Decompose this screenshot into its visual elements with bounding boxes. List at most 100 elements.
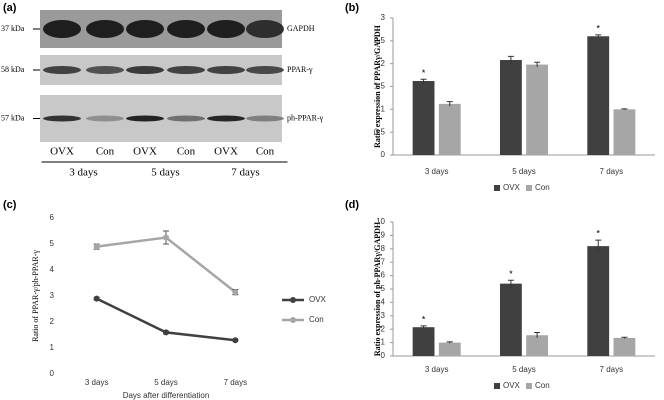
- panel-label: (d): [345, 199, 359, 211]
- legend-swatch: [494, 383, 500, 389]
- group-label: 7 days: [231, 167, 259, 179]
- blot-band: [43, 66, 81, 74]
- y-tick-label: 3: [381, 13, 386, 22]
- x-tick-label: 7 days: [224, 378, 248, 387]
- y-axis-label: Ratio expression of PPARγ/GAPDH: [373, 24, 382, 148]
- y-tick-label: 0.5: [374, 127, 386, 136]
- significance-marker: *: [509, 269, 513, 278]
- y-tick-label: 4: [381, 298, 386, 307]
- x-tick-label: 3 days: [425, 167, 449, 176]
- y-tick-label: 2: [381, 324, 386, 333]
- y-tick-label: 1.5: [374, 82, 386, 91]
- x-tick-label: 3 days: [425, 365, 449, 374]
- panel-label: (b): [345, 2, 359, 14]
- blot-band: [246, 20, 284, 38]
- kda-label: 58 kDa: [1, 65, 25, 74]
- x-tick-label: 7 days: [600, 167, 624, 176]
- bar: [438, 342, 461, 356]
- legend-label: OVX: [503, 183, 521, 192]
- protein-label: ph-PPAR-γ: [287, 113, 324, 122]
- y-tick-label: 3: [381, 311, 386, 320]
- blot-band: [207, 20, 245, 38]
- x-tick-label: 7 days: [600, 365, 624, 374]
- error-bar: [621, 108, 628, 110]
- y-tick-label: 8: [381, 244, 386, 253]
- error-bar: [507, 279, 514, 287]
- y-tick-label: 5: [50, 239, 55, 248]
- blot-band: [126, 66, 164, 74]
- blot-band: [86, 66, 124, 74]
- x-tick-label: 3 days: [85, 378, 109, 387]
- blot-band: [43, 20, 81, 38]
- y-axis-label: Ratio of PPAR-γ/ph-PPAR-γ: [31, 250, 40, 342]
- error-bar: [446, 341, 453, 344]
- legend-swatch: [526, 185, 532, 191]
- error-bar: [621, 336, 628, 339]
- error-bar: [534, 61, 541, 67]
- error-bar: [534, 332, 541, 338]
- error-bar: [420, 325, 427, 329]
- lane-label: Con: [177, 146, 196, 158]
- blot-band: [126, 115, 164, 122]
- y-tick-label: 5: [381, 284, 386, 293]
- bar: [587, 246, 610, 356]
- legend-swatch: [494, 185, 500, 191]
- point: [232, 337, 239, 344]
- significance-marker: *: [597, 24, 601, 33]
- y-tick-label: 10: [376, 217, 385, 226]
- x-tick-label: 5 days: [512, 365, 536, 374]
- protein-label: GAPDH: [287, 24, 315, 33]
- y-tick-label: 2: [381, 59, 386, 68]
- error-bar: [420, 78, 427, 83]
- blot-band: [167, 66, 205, 74]
- y-tick-label: 1: [50, 343, 55, 352]
- legend-marker: [290, 317, 296, 323]
- point: [232, 289, 239, 296]
- significance-marker: *: [597, 229, 601, 238]
- bar: [587, 36, 610, 156]
- group-label: 5 days: [151, 167, 179, 179]
- error-bar: [595, 239, 602, 253]
- legend-marker: [290, 297, 296, 303]
- blot-band: [167, 115, 205, 122]
- y-tick-label: 0: [381, 150, 386, 159]
- legend-label: Con: [535, 381, 550, 390]
- bar: [412, 327, 435, 356]
- error-bar: [446, 101, 453, 107]
- blot-band: [86, 115, 124, 122]
- x-tick-label: 5 days: [154, 378, 178, 387]
- y-tick-label: 1: [381, 104, 386, 113]
- y-tick-label: 0: [50, 369, 55, 378]
- blot-band: [167, 20, 205, 38]
- kda-label: 37 kDa: [1, 24, 25, 33]
- legend-label: OVX: [309, 295, 327, 304]
- y-tick-label: 6: [50, 213, 55, 222]
- legend-label: Con: [309, 315, 324, 324]
- error-bar: [507, 55, 514, 64]
- bar: [499, 283, 522, 356]
- lane-label: OVX: [133, 146, 157, 158]
- blot-band: [126, 20, 164, 38]
- line: [96, 236, 237, 294]
- kda-label: 57 kDa: [1, 113, 25, 122]
- y-tick-label: 3: [50, 291, 55, 300]
- lane-label: OVX: [214, 146, 238, 158]
- y-tick-label: 7: [381, 257, 386, 266]
- lane-label: Con: [96, 146, 115, 158]
- lane-label: Con: [256, 146, 275, 158]
- point: [163, 234, 169, 241]
- point: [93, 295, 100, 302]
- x-tick-label: 5 days: [512, 167, 536, 176]
- bar: [526, 335, 549, 356]
- significance-marker: *: [422, 68, 426, 77]
- protein-label: PPAR-γ: [287, 65, 313, 74]
- panel-label: (a): [3, 2, 17, 14]
- point: [93, 243, 100, 250]
- legend-label: OVX: [503, 381, 521, 390]
- bar: [499, 60, 522, 155]
- lane-label: OVX: [50, 146, 74, 158]
- y-tick-label: 6: [381, 271, 386, 280]
- blot-band: [207, 66, 245, 74]
- group-label: 3 days: [69, 167, 97, 179]
- y-tick-label: 1: [381, 338, 386, 347]
